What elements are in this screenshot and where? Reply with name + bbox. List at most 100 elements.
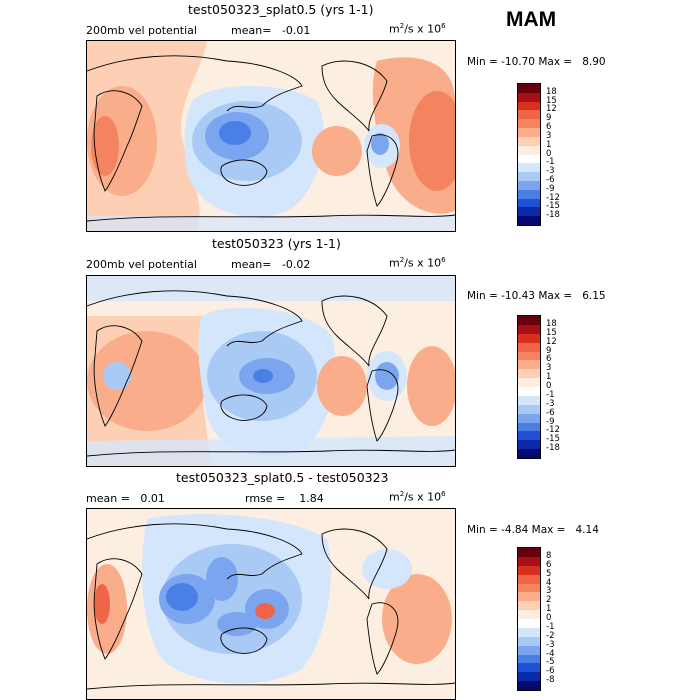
panel-3-rmse: rmse = 1.84 — [245, 492, 324, 505]
panel-3-colorbar-tick-label: 3 — [546, 586, 552, 597]
panel-2-colorbar-swatch — [518, 387, 540, 396]
panel-1-units: m2/s x 106 — [389, 22, 446, 36]
panel-2-colorbar — [517, 315, 541, 459]
panel-2-colorbar-swatch — [518, 351, 540, 361]
panel-3-mean-value: 0.01 — [140, 492, 165, 505]
panel-1-colorbar-swatch — [518, 128, 540, 137]
panel-1-colorbar-tick-label: 18 — [546, 86, 557, 97]
panel-2-colorbar-tick-label: 3 — [546, 363, 552, 374]
panel-3-mean-label: mean = — [86, 492, 130, 505]
panel-1-colorbar-swatch — [518, 110, 540, 120]
panel-2-colorbar-tick-label: -6 — [546, 407, 555, 418]
panel-3-coast-eurasia — [87, 523, 303, 580]
panel-2-map — [86, 275, 456, 467]
panel-1-colorbar-tick-label: 1 — [546, 139, 552, 150]
panel-3-field-atlantic-pos — [382, 574, 452, 664]
panel-2-colorbar-tick-label: -9 — [546, 416, 555, 427]
panel-2-title: test050323 (yrs 1-1) — [212, 236, 341, 251]
panel-3-field-natl-neg — [362, 549, 412, 589]
panel-1-colorbar-swatch — [518, 207, 540, 217]
panel-2-coastlines — [87, 290, 455, 457]
panel-1-colorbar-swatch — [518, 84, 540, 93]
panel-1-map — [86, 40, 456, 232]
panel-3-colorbar-swatch — [518, 645, 540, 655]
panel-1-coast-eurasia — [87, 55, 303, 112]
panel-3-colorbar-tick-label: -2 — [546, 630, 555, 641]
panel-1-coast-samerica — [366, 134, 399, 207]
panel-3-colorbar-swatch — [518, 654, 540, 664]
panel-1-coast-australia — [220, 159, 268, 186]
panel-1-colorbar-tick-label: 9 — [546, 113, 552, 124]
panel-2-colorbar-tick-label: 9 — [546, 345, 552, 356]
panel-3-colorbar-swatch — [518, 619, 540, 628]
panel-3-field-africa-core — [94, 584, 110, 624]
panel-3-colorbar-tick-label: -1 — [546, 621, 555, 632]
panel-1-field-pacific-core — [219, 121, 251, 145]
panel-2-coast-africa — [93, 325, 143, 427]
panel-2-colorbar-swatch — [518, 413, 540, 423]
panel-2-colorbar-tick-label: 12 — [546, 336, 557, 347]
panel-3-coast-namerica — [321, 528, 388, 600]
panel-3-colorbar-tick-label: 1 — [546, 604, 552, 615]
panel-1-colorbar-tick-label: 6 — [546, 122, 552, 133]
panel-2-field-indian-pos — [87, 331, 207, 431]
panel-1-max-value: 8.90 — [582, 56, 606, 68]
panel-1-mean: mean= -0.01 — [231, 24, 310, 37]
panel-1-colorbar — [517, 83, 541, 226]
panel-2-colorbar-tick-label: 6 — [546, 354, 552, 365]
panel-1-field-south-band — [87, 216, 455, 231]
panel-2-colorbar-tick-label: -1 — [546, 389, 555, 400]
panel-3-field-maritime-neg3 — [206, 557, 238, 601]
panel-1-colorbar-swatch — [518, 216, 540, 225]
panel-3-rmse-value: 1.84 — [299, 492, 324, 505]
panel-3-colorbar-swatch — [518, 636, 540, 646]
panel-3-colorbar-tick-label: -8 — [546, 675, 555, 686]
panel-3-colorbar-tick-label: 5 — [546, 568, 552, 579]
panel-2-colorbar-swatch — [518, 449, 540, 458]
panel-3-colorbar-tick-label: -5 — [546, 657, 555, 668]
panel-2-mean-label: mean= — [231, 258, 272, 271]
panel-1-coast-africa — [93, 90, 143, 192]
panel-2-colorbar-swatch — [518, 378, 540, 387]
panel-2-colorbar-swatch — [518, 360, 540, 370]
panel-1-mean-value: -0.01 — [281, 24, 311, 37]
panel-3-colorbar-swatch — [518, 601, 540, 611]
panel-3-coastlines — [87, 523, 455, 690]
panel-2-field-epac-pos — [317, 356, 367, 416]
panel-2-colorbar-tick-label: -18 — [546, 443, 560, 454]
panel-2-coast-namerica — [321, 295, 388, 367]
panel-1-colorbar-swatch — [518, 189, 540, 199]
panel-2-mean: mean= -0.02 — [231, 258, 310, 271]
panel-2-colorbar-swatch — [518, 404, 540, 414]
panel-3-mean: mean = 0.01 — [86, 492, 165, 505]
panel-3-colorbar-swatch — [518, 583, 540, 593]
panel-1-variable: 200mb vel potential — [86, 24, 197, 37]
panel-1-coastlines — [87, 55, 455, 222]
panel-1-min-value: -10.70 — [501, 56, 535, 68]
panel-1-colorbar-tick-label: 0 — [546, 148, 552, 159]
panel-2-mean-value: -0.02 — [281, 258, 311, 271]
panel-3-colorbar-swatch — [518, 672, 540, 682]
panel-3-colorbar-swatch — [518, 565, 540, 575]
panel-2-field-africa-neg — [103, 362, 131, 390]
panel-2-colorbar-swatch — [518, 333, 540, 343]
panel-2-colorbar-swatch — [518, 324, 540, 334]
panel-3-colorbar-swatch — [518, 681, 540, 690]
panel-1-colorbar-swatch — [518, 163, 540, 173]
panel-2-coast-australia — [220, 394, 268, 421]
panel-1-coast-antarctica — [87, 214, 455, 222]
panel-2-min-value: -10.43 — [501, 290, 535, 302]
panel-3-colorbar-tick-label: 8 — [546, 550, 552, 561]
panel-1-colorbar-swatch — [518, 198, 540, 208]
panel-3-rmse-label: rmse = — [245, 492, 286, 505]
panel-3-colorbar-tick-label: 6 — [546, 559, 552, 570]
panel-3-field-pacific-pos-core — [255, 603, 275, 619]
panel-3-minmax: Min = -4.84 Max = 4.14 — [467, 524, 599, 536]
panel-1-title: test050323_splat0.5 (yrs 1-1) — [188, 2, 374, 17]
panel-2-colorbar-swatch — [518, 369, 540, 379]
panel-2-coast-samerica — [366, 369, 399, 442]
panel-1-colorbar-tick-label: 3 — [546, 130, 552, 141]
panel-2-colorbar-swatch — [518, 431, 540, 441]
panel-2-colorbar-tick-label: 15 — [546, 327, 557, 338]
panel-3-min-value: -4.84 — [501, 524, 529, 536]
